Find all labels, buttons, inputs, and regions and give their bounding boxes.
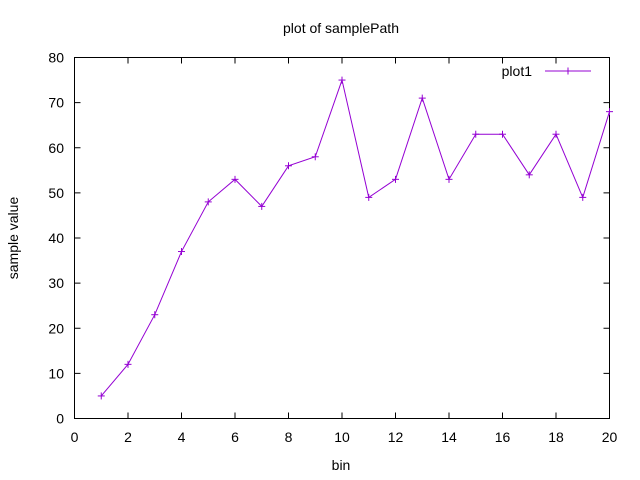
y-tick: 50 <box>48 185 610 201</box>
x-tick-label: 14 <box>441 429 457 445</box>
plot-frame <box>74 57 610 419</box>
data-point <box>606 108 613 116</box>
data-point <box>97 392 105 400</box>
y-tick-label: 80 <box>48 50 64 66</box>
axis-ticks: 0 2 4 6 8 10 12 14 16 18 20 0 10 20 30 40 50 60 70 80 <box>48 50 617 446</box>
data-point <box>338 76 346 84</box>
x-tick: 4 <box>178 57 186 445</box>
data-point <box>579 193 587 201</box>
x-tick: 8 <box>285 57 293 445</box>
data-point <box>151 311 159 319</box>
y-tick: 40 <box>48 230 610 246</box>
data-point <box>258 202 266 210</box>
data-point <box>418 94 426 102</box>
x-tick: 6 <box>231 57 239 445</box>
legend-label: plot1 <box>502 63 533 79</box>
series-plot1 <box>97 76 613 400</box>
x-tick: 16 <box>495 57 511 445</box>
x-tick-label: 10 <box>334 429 350 445</box>
data-point <box>525 171 533 179</box>
y-tick: 20 <box>48 320 610 336</box>
y-tick: 60 <box>48 140 610 156</box>
data-point <box>472 130 480 138</box>
x-axis-label: bin <box>332 457 351 473</box>
y-tick-label: 70 <box>48 95 64 111</box>
y-tick-label: 60 <box>48 140 64 156</box>
chart-title: plot of samplePath <box>283 20 399 36</box>
y-tick: 10 <box>48 365 610 381</box>
legend-marker <box>564 67 572 75</box>
x-tick: 12 <box>388 57 404 445</box>
y-axis-label: sample value <box>5 197 21 280</box>
y-tick-label: 20 <box>48 320 64 336</box>
x-tick-label: 16 <box>495 429 511 445</box>
series-group <box>97 76 613 400</box>
legend-entry: plot1 <box>502 63 591 79</box>
data-point <box>392 175 399 183</box>
x-tick-label: 6 <box>231 429 239 445</box>
x-tick-label: 4 <box>178 429 186 445</box>
x-tick-label: 0 <box>71 429 79 445</box>
x-tick-label: 18 <box>548 429 564 445</box>
y-tick: 30 <box>48 275 610 291</box>
x-tick: 14 <box>441 57 457 445</box>
data-point <box>499 130 506 138</box>
y-tick-label: 10 <box>48 365 64 381</box>
y-tick-label: 50 <box>48 185 64 201</box>
data-point <box>365 193 373 201</box>
x-tick-label: 20 <box>602 429 618 445</box>
y-tick: 70 <box>48 95 610 111</box>
data-point <box>231 175 239 183</box>
data-point <box>204 198 212 206</box>
data-point <box>552 130 560 138</box>
data-point <box>311 153 319 161</box>
x-tick: 10 <box>334 57 350 445</box>
y-tick-label: 40 <box>48 230 64 246</box>
data-point <box>178 248 185 256</box>
x-tick-label: 12 <box>388 429 404 445</box>
legend: plot1 <box>502 63 591 79</box>
data-point <box>285 162 292 170</box>
y-tick-label: 0 <box>56 411 64 427</box>
data-point <box>445 175 453 183</box>
series-line <box>100 78 610 397</box>
data-point <box>124 360 132 368</box>
x-tick-label: 8 <box>285 429 293 445</box>
y-tick-label: 30 <box>48 275 64 291</box>
x-tick: 18 <box>548 57 564 445</box>
x-tick: 2 <box>124 57 132 445</box>
x-tick-label: 2 <box>124 429 132 445</box>
